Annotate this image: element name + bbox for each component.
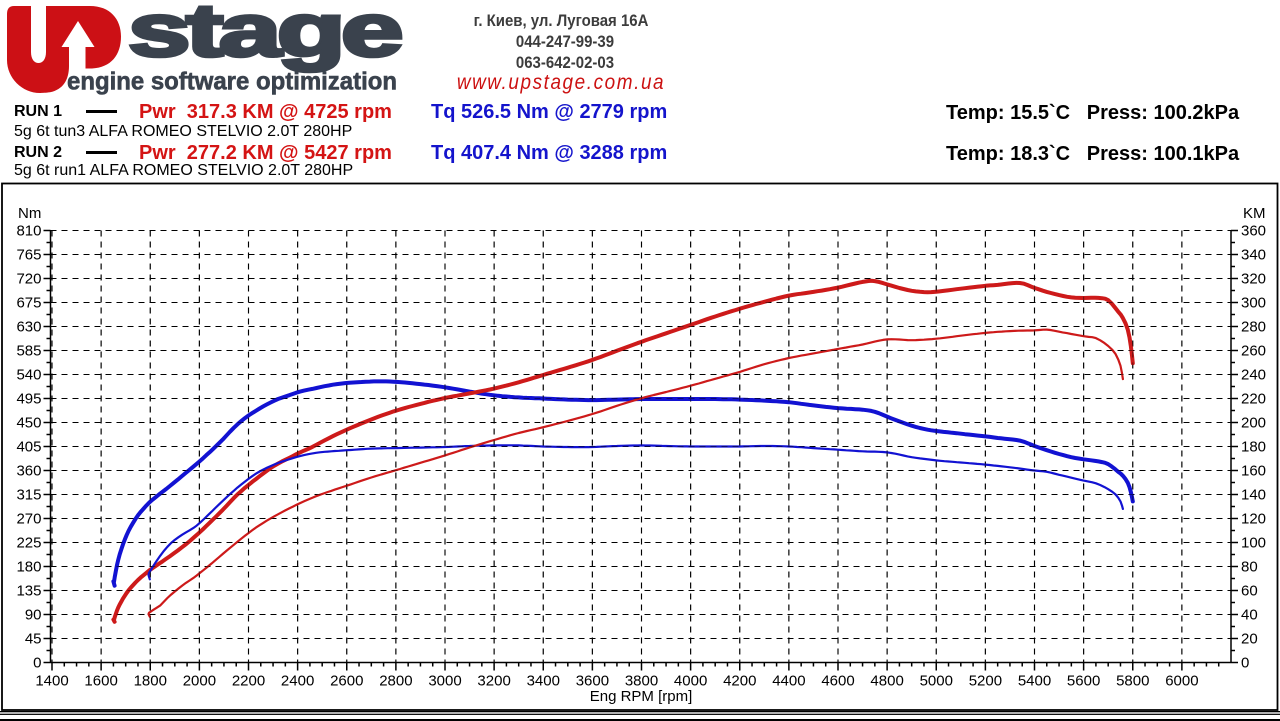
svg-text:225: 225 (16, 535, 41, 552)
svg-text:495: 495 (16, 391, 41, 408)
svg-text:3000: 3000 (428, 673, 461, 690)
svg-text:4600: 4600 (821, 673, 854, 690)
svg-text:engine software optimization: engine software optimization (67, 68, 397, 96)
svg-text:810: 810 (16, 223, 41, 240)
svg-text:2600: 2600 (330, 673, 363, 690)
svg-text:340: 340 (1241, 247, 1266, 264)
svg-text:315: 315 (16, 487, 41, 504)
svg-text:180: 180 (16, 559, 41, 576)
svg-text:5200: 5200 (969, 673, 1002, 690)
svg-text:540: 540 (16, 367, 41, 384)
svg-text:4000: 4000 (674, 673, 707, 690)
svg-text:140: 140 (1241, 487, 1266, 504)
svg-text:20: 20 (1241, 631, 1258, 648)
svg-text:120: 120 (1241, 511, 1266, 528)
svg-text:3600: 3600 (576, 673, 609, 690)
svg-text:675: 675 (16, 295, 41, 312)
svg-text:80: 80 (1241, 559, 1258, 576)
svg-text:Nm: Nm (18, 205, 41, 222)
svg-text:270: 270 (16, 511, 41, 528)
svg-text:2000: 2000 (183, 673, 216, 690)
svg-text:450: 450 (16, 415, 41, 432)
svg-text:135: 135 (16, 583, 41, 600)
svg-text:5600: 5600 (1067, 673, 1100, 690)
svg-text:Eng RPM [rpm]: Eng RPM [rpm] (590, 688, 693, 705)
svg-text:5000: 5000 (920, 673, 953, 690)
svg-text:4800: 4800 (870, 673, 903, 690)
svg-text:100: 100 (1241, 535, 1266, 552)
svg-text:1800: 1800 (134, 673, 167, 690)
svg-text:5400: 5400 (1018, 673, 1051, 690)
svg-text:90: 90 (25, 607, 42, 624)
svg-text:160: 160 (1241, 463, 1266, 480)
svg-text:2800: 2800 (379, 673, 412, 690)
svg-text:300: 300 (1241, 295, 1266, 312)
svg-text:240: 240 (1241, 367, 1266, 384)
svg-text:45: 45 (25, 631, 42, 648)
svg-text:4200: 4200 (723, 673, 756, 690)
svg-text:2200: 2200 (232, 673, 265, 690)
svg-text:280: 280 (1241, 319, 1266, 336)
svg-text:360: 360 (16, 463, 41, 480)
svg-text:360: 360 (1241, 223, 1266, 240)
svg-text:60: 60 (1241, 583, 1258, 600)
svg-text:220: 220 (1241, 391, 1266, 408)
svg-text:320: 320 (1241, 271, 1266, 288)
svg-text:40: 40 (1241, 607, 1258, 624)
svg-text:1400: 1400 (35, 673, 68, 690)
svg-text:3200: 3200 (477, 673, 510, 690)
svg-text:1600: 1600 (84, 673, 117, 690)
svg-text:2400: 2400 (281, 673, 314, 690)
svg-text:720: 720 (16, 271, 41, 288)
svg-text:630: 630 (16, 319, 41, 336)
svg-text:585: 585 (16, 343, 41, 360)
svg-text:KM: KM (1243, 205, 1266, 222)
svg-text:5800: 5800 (1116, 673, 1149, 690)
svg-text:260: 260 (1241, 343, 1266, 360)
svg-text:405: 405 (16, 439, 41, 456)
svg-text:765: 765 (16, 247, 41, 264)
svg-text:4400: 4400 (772, 673, 805, 690)
svg-text:3400: 3400 (527, 673, 560, 690)
svg-text:3800: 3800 (625, 673, 658, 690)
svg-text:stage: stage (128, 0, 400, 72)
svg-text:6000: 6000 (1165, 673, 1198, 690)
svg-text:0: 0 (1241, 655, 1249, 672)
svg-text:0: 0 (33, 655, 41, 672)
svg-text:180: 180 (1241, 439, 1266, 456)
svg-text:200: 200 (1241, 415, 1266, 432)
